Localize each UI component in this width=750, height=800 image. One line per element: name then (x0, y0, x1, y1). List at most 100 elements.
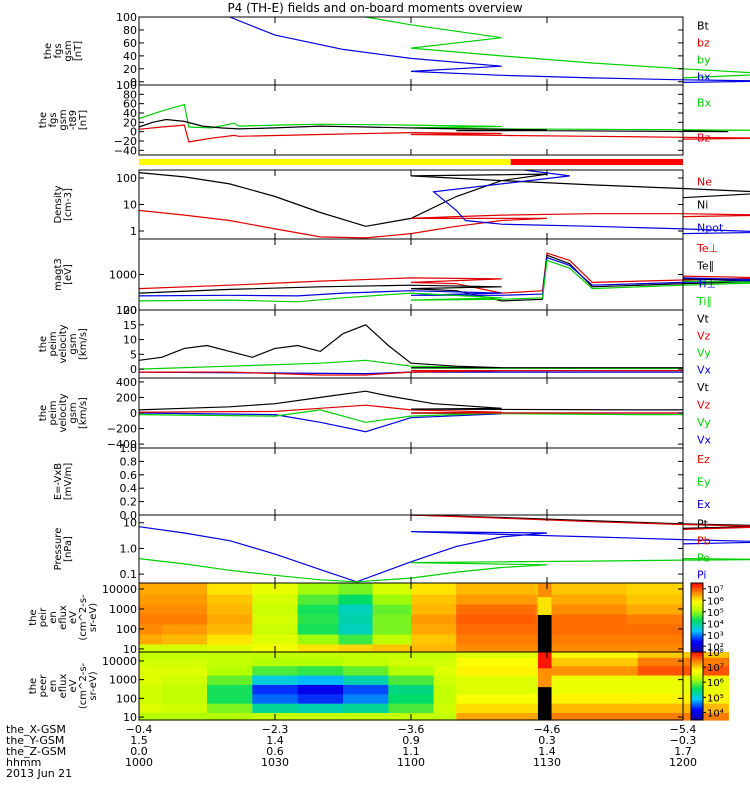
colorbar-tick-label: 10⁴ (707, 708, 724, 719)
heatmap-cell (547, 657, 639, 667)
y-tick-label: −40 (114, 144, 137, 157)
heatmap-cell (161, 665, 208, 676)
series-line-green (138, 359, 683, 370)
y-tick-label: 100 (116, 172, 137, 185)
y-axis-label: sr-eV) (88, 603, 99, 632)
colorbar-segment (691, 595, 703, 598)
colorbar-segment (691, 617, 703, 620)
heatmap-cell (297, 703, 344, 714)
heatmap-cell (139, 603, 163, 615)
heatmap-cell (207, 657, 253, 667)
colorbar-segment (691, 619, 703, 622)
heatmap-cell (207, 633, 253, 645)
x-row-label: hhmm (6, 756, 41, 769)
colorbar-segment (691, 670, 703, 673)
y-tick-label: 1 (130, 225, 137, 238)
heatmap-cell (297, 583, 340, 595)
heatmap-cell (547, 712, 639, 721)
colorbar-segment (691, 667, 703, 670)
panel-10: 10⁸ 10⁷ 10⁶ 10⁵ 10⁴ 10000 1000 100 10 the peer en ef… (28, 648, 729, 724)
heatmap-cell (139, 703, 163, 714)
colorbar-tick-label: 10³ (707, 631, 724, 642)
y-tick-label: 0 (130, 76, 137, 89)
x-row-value: 1200 (669, 756, 697, 769)
panel-7: 1.00.80.60.40.20.0 E=-VxB [mV/m] Ez Ey Ex (53, 442, 711, 522)
colorbar-tick-label: 10² (707, 642, 724, 653)
legend-label: Ex (697, 498, 711, 511)
legend-label: Ti⊥ (696, 277, 716, 290)
y-tick-label: 20 (123, 63, 137, 76)
colorbar-segment (691, 658, 703, 661)
heatmap-cell (411, 613, 469, 625)
colorbar-segment (691, 608, 703, 612)
series-line-green (138, 103, 750, 131)
y-tick-label: 1000 (109, 674, 137, 687)
heatmap-cell (343, 657, 389, 667)
heatmap-cell (338, 643, 374, 653)
heatmap-cell (161, 643, 208, 653)
legend-label: Bz (697, 132, 711, 145)
heatmap-cell (535, 594, 627, 605)
heatmap-cell (207, 652, 253, 658)
series-line-black (138, 390, 683, 411)
heatmap-cell (728, 712, 729, 721)
heatmap-cell (728, 674, 729, 685)
y-axis-label: [nT] (78, 110, 89, 130)
heatmap-cell (297, 674, 344, 685)
heatmap-cell (456, 583, 537, 595)
y-axis-label: E=-VxB (53, 463, 64, 500)
heatmap-cell (161, 693, 208, 704)
y-tick-label: 0 (130, 126, 137, 139)
y-axis-label: the (38, 112, 49, 128)
heatmap-cell (139, 613, 163, 625)
heatmap-cell (252, 703, 299, 714)
colorbar-segment (691, 643, 703, 646)
heatmap-cell (207, 603, 253, 615)
colorbar-segment (691, 593, 703, 596)
y-axis-label: [nPa] (63, 536, 74, 562)
colorbar-tick-label: 10⁵ (707, 693, 724, 704)
heatmap-cell (252, 594, 299, 605)
heatmap-cell (338, 623, 374, 635)
heatmap-cell (535, 633, 627, 645)
heatmap-cell (728, 657, 729, 667)
heatmap-cell (535, 603, 627, 615)
heatmap-cell (139, 583, 163, 595)
x-row-value: −5.4 (670, 723, 697, 736)
colorbar-segment (691, 600, 703, 603)
colorbar-segment (691, 696, 703, 699)
y-tick-label: 0.8 (120, 455, 138, 468)
heatmap-cell (456, 703, 548, 714)
y-tick-label: 0 (130, 363, 137, 376)
x-row-value: 1.7 (674, 745, 692, 758)
panel-frame (138, 16, 684, 86)
heatmap-cell (535, 613, 627, 625)
colorbar-segment (691, 716, 703, 719)
colorbar-segment (691, 639, 703, 643)
colorbar-segment (691, 672, 703, 675)
heatmap-cell (297, 633, 340, 645)
colorbar-segment (691, 591, 703, 594)
x-row-value: −0.4 (126, 723, 153, 736)
series-line-green (138, 259, 750, 303)
colorbar-segment (691, 701, 703, 704)
colorbar-segment (691, 691, 703, 694)
series-line-red (138, 252, 750, 294)
heatmap-cell (161, 613, 208, 625)
colorbar-segment (691, 697, 703, 701)
heatmap-cell (626, 623, 684, 635)
heatmap-cell (297, 603, 340, 615)
x-row-value: 1100 (397, 756, 425, 769)
x-row-value: 0.9 (402, 734, 420, 747)
y-tick-label: 200 (116, 391, 137, 404)
colorbar-segment (691, 607, 703, 610)
x-row-label: the_Y-GSM (6, 734, 64, 747)
heatmap-cell (547, 703, 639, 714)
y-tick-label: 80 (123, 24, 137, 37)
legend-label: Pe (697, 552, 710, 565)
heatmap-cell (411, 633, 469, 645)
legend-label: Te⊥ (696, 242, 718, 255)
heatmap-cell (252, 623, 299, 635)
heatmap-cell (139, 594, 163, 605)
